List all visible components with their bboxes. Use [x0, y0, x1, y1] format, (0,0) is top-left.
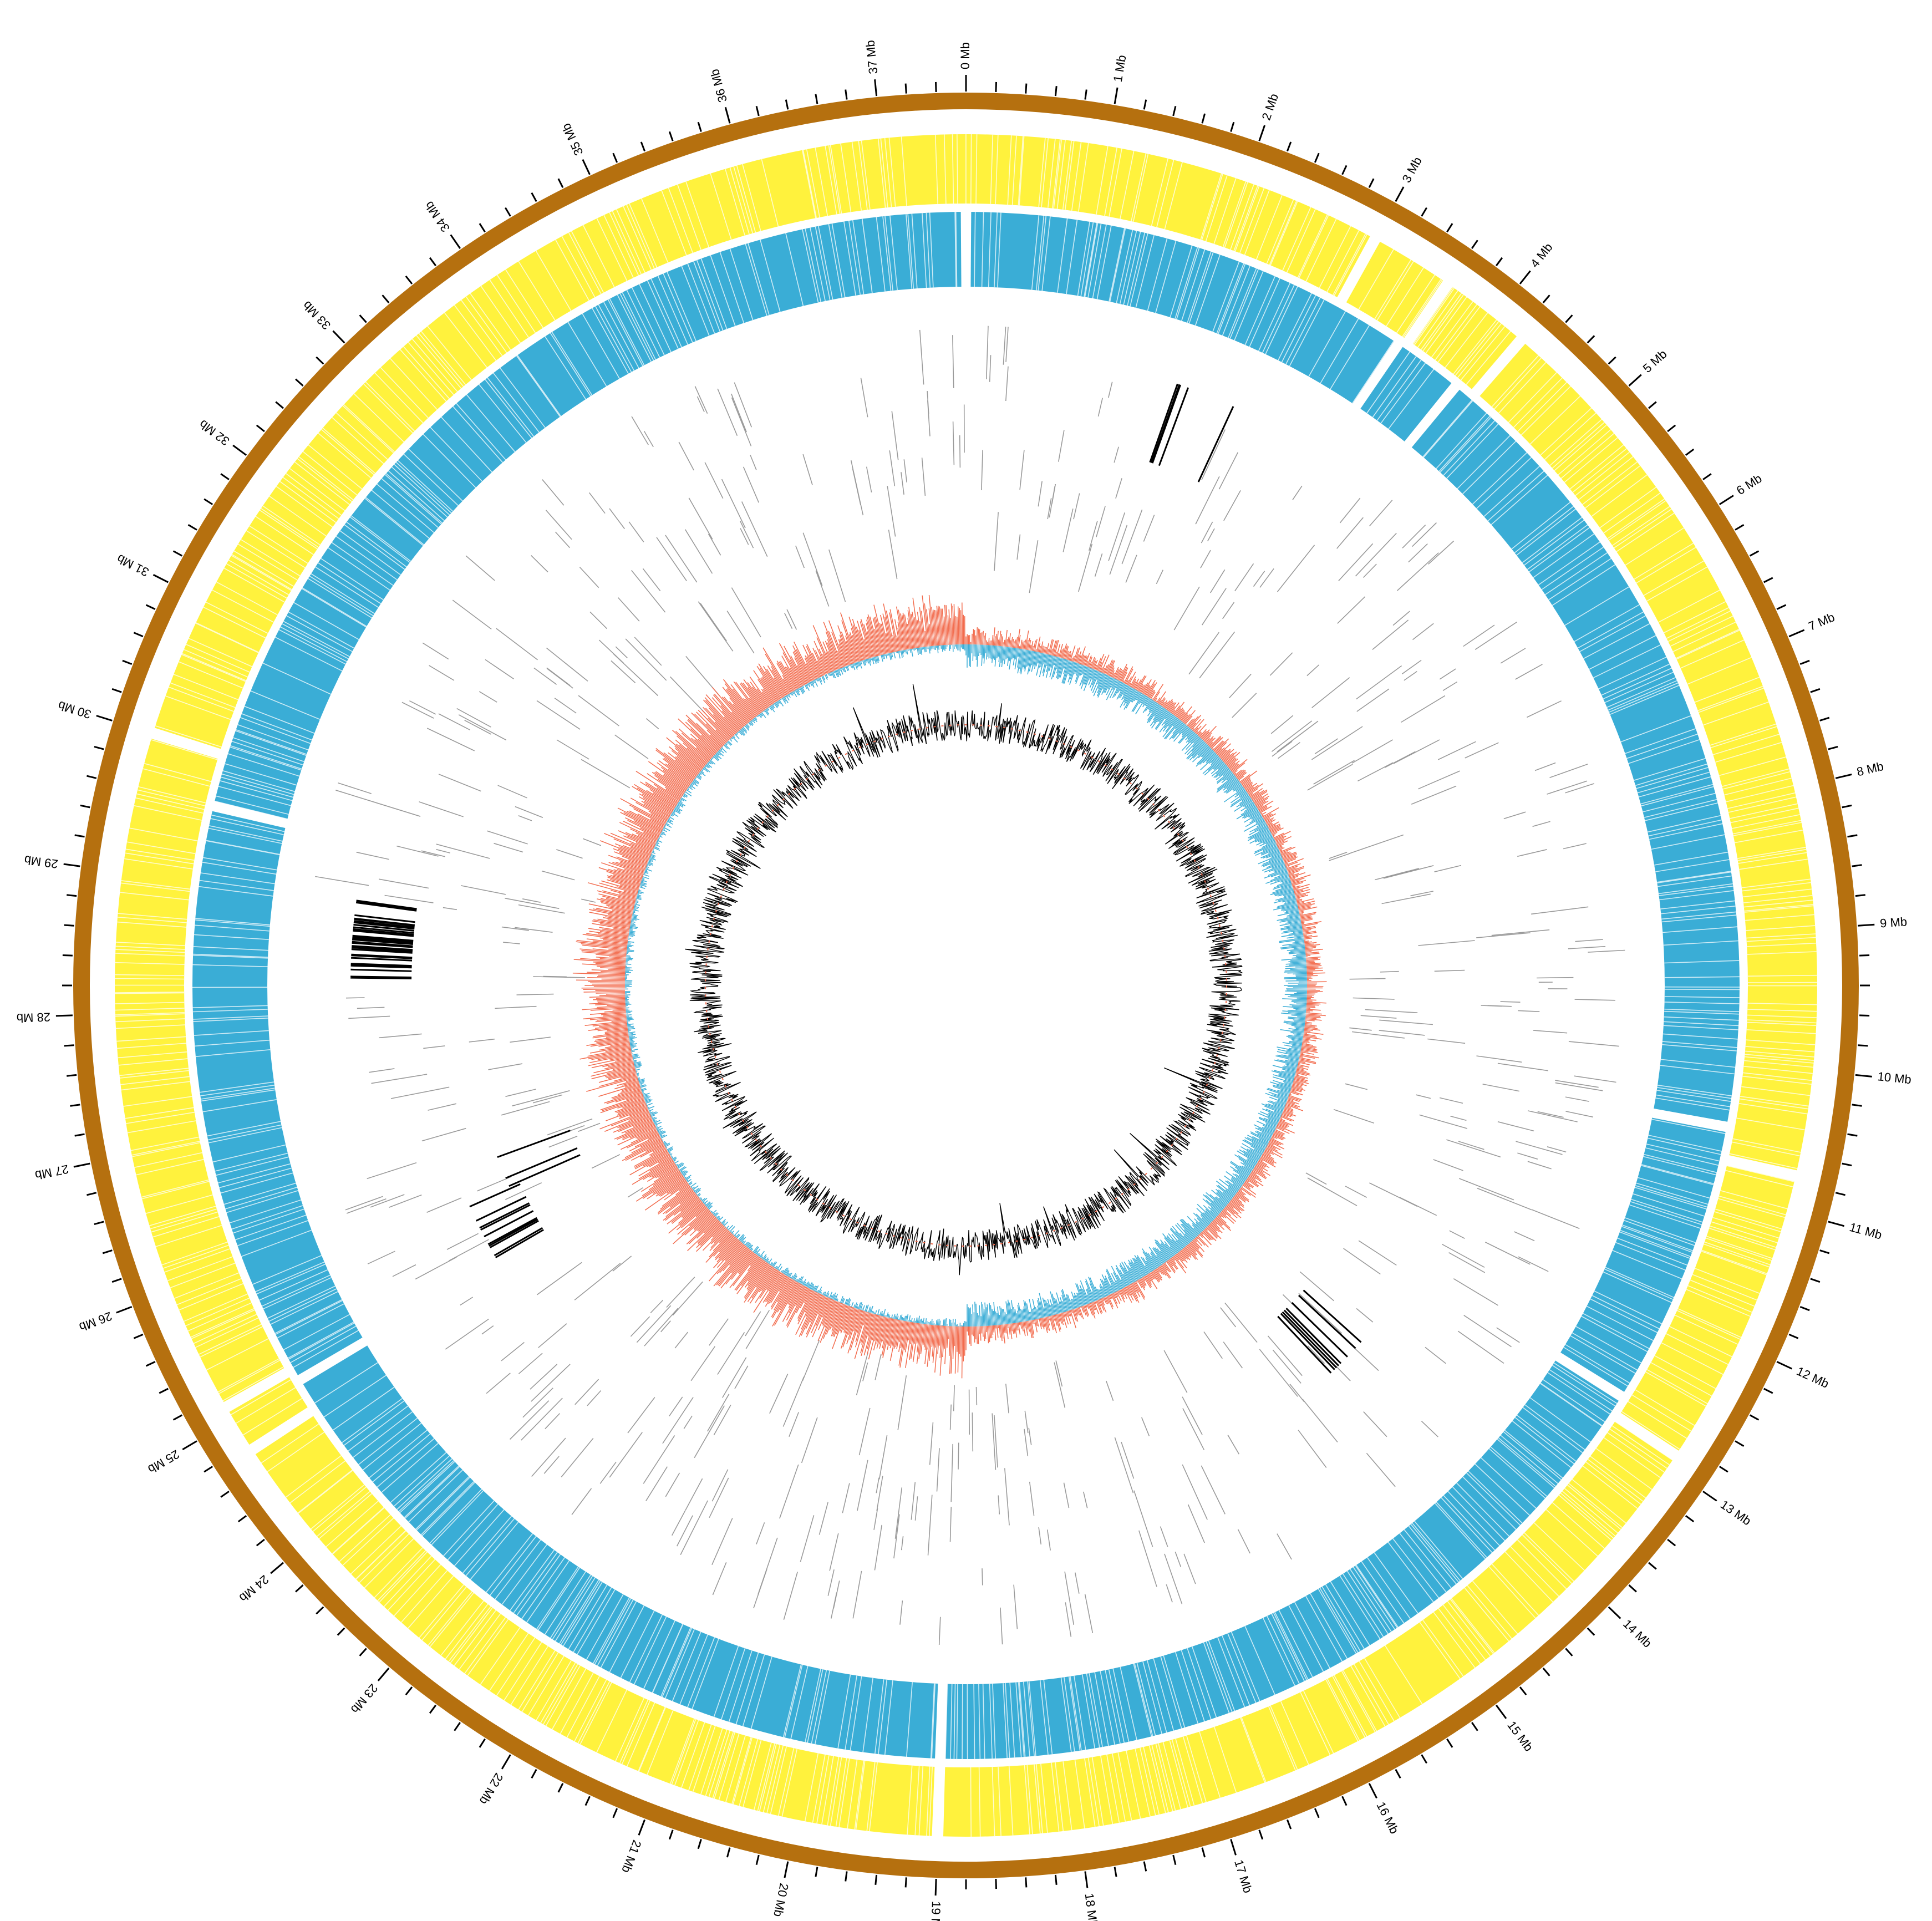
reverse-genes-gap-7	[210, 800, 290, 829]
tick-label-26-mb: 26 Mb	[77, 1309, 114, 1334]
tick-label-4-mb: 4 Mb	[1528, 240, 1555, 270]
gc-skew-positive	[572, 594, 1327, 1379]
tick-label-0-mb: 0 Mb	[958, 42, 972, 69]
reverse-strand-gene-track	[192, 210, 1740, 1761]
scale-tick-labels: 0 Mb 1 Mb 2 Mb 3 Mb 4 Mb 5 Mb 6 Mb 7 Mb 8 Mb 9 Mb…	[16, 39, 1912, 1921]
gc-skew-negative	[624, 644, 1308, 1327]
forward-genes-gap-8	[149, 727, 223, 760]
tick-label-21-mb: 21 Mb	[619, 1838, 644, 1875]
tick-label-15-mb: 15 Mb	[1504, 1719, 1536, 1754]
tick-label-3-mb: 3 Mb	[1399, 155, 1424, 185]
reverse-genes-band	[192, 212, 1740, 1759]
tick-label-5-mb: 5 Mb	[1640, 347, 1670, 375]
tick-label-32-mb: 32 Mb	[196, 417, 232, 448]
tick-label-2-mb: 2 Mb	[1259, 92, 1281, 122]
tick-label-1-mb: 1 Mb	[1111, 54, 1129, 83]
tick-label-18-mb: 18 Mb	[1082, 1892, 1100, 1921]
tick-label-34-mb: 34 Mb	[422, 199, 453, 235]
forward-genes-gap-3	[1725, 1155, 1799, 1182]
forward-genes-gap-6	[247, 1406, 316, 1456]
tick-label-14-mb: 14 Mb	[1620, 1617, 1654, 1650]
forward-genes-gap-5	[932, 1764, 945, 1839]
major-ticks	[55, 75, 1875, 1896]
tick-label-19-mb: 19 Mb	[928, 1901, 943, 1921]
tick-label-20-mb: 20 Mb	[771, 1882, 791, 1918]
forward-genes-gap-1	[1403, 278, 1454, 346]
reverse-genes-gap-4	[1553, 1351, 1626, 1402]
gc-content-mean	[705, 724, 1227, 1247]
forward-genes-gap-7	[221, 1367, 292, 1413]
forward-genes-gap-2	[1470, 334, 1527, 398]
tick-label-13-mb: 13 Mb	[1718, 1497, 1754, 1528]
forward-strand-gene-track	[115, 134, 1818, 1839]
tick-label-12-mb: 12 Mb	[1794, 1364, 1831, 1391]
forward-genes-band	[115, 134, 1817, 1837]
gc-skew-track	[572, 594, 1327, 1379]
tick-label-35-mb: 35 Mb	[559, 121, 586, 157]
tick-label-9-mb: 9 Mb	[1879, 914, 1907, 930]
tick-label-8-mb: 8 Mb	[1855, 759, 1885, 779]
tick-label-27-mb: 27 Mb	[34, 1162, 70, 1183]
reverse-genes-gap-1	[1351, 339, 1404, 411]
tick-label-7-mb: 7 Mb	[1806, 610, 1837, 633]
reverse-genes-gap-0	[960, 210, 972, 289]
tick-label-23-mb: 23 Mb	[348, 1681, 381, 1716]
tick-label-11-mb: 11 Mb	[1848, 1220, 1883, 1242]
forward-genes-gap-4	[1613, 1411, 1681, 1462]
reverse-genes-gap-6	[296, 1336, 369, 1385]
tick-label-25-mb: 25 Mb	[145, 1447, 181, 1477]
repeat-clusters	[350, 383, 1362, 1374]
gc-content-line	[685, 684, 1243, 1275]
tick-label-24-mb: 24 Mb	[237, 1572, 272, 1605]
gc-content-track	[685, 684, 1243, 1275]
tick-label-36-mb: 36 Mb	[708, 68, 730, 104]
tick-label-28-mb: 28 Mb	[16, 1010, 50, 1025]
forward-genes-gene-gaps	[115, 134, 1818, 1837]
tick-label-37-mb: 37 Mb	[863, 39, 880, 74]
reverse-genes-gene-gaps	[192, 211, 1740, 1760]
tick-label-16-mb: 16 Mb	[1374, 1800, 1401, 1836]
tick-label-31-mb: 31 Mb	[115, 552, 151, 580]
tick-label-17-mb: 17 Mb	[1232, 1858, 1255, 1895]
scale-ticks	[55, 75, 1875, 1896]
forward-genes-gap-0	[1336, 234, 1381, 304]
minor-ticks	[62, 82, 1870, 1889]
reverse-genes-gap-3	[1650, 1108, 1730, 1132]
tick-label-10-mb: 10 Mb	[1877, 1069, 1912, 1086]
repeat-feature-track	[315, 326, 1625, 1645]
tick-label-33-mb: 33 Mb	[300, 298, 333, 332]
tick-label-30-mb: 30 Mb	[57, 698, 93, 721]
tick-label-22-mb: 22 Mb	[477, 1771, 506, 1807]
tick-label-6-mb: 6 Mb	[1734, 471, 1765, 497]
tick-label-29-mb: 29 Mb	[23, 853, 59, 871]
repeat-features	[315, 326, 1625, 1645]
genome-ideogram-ring	[73, 93, 1859, 1878]
reverse-genes-gap-2	[1403, 381, 1461, 449]
reverse-genes-gap-5	[934, 1681, 948, 1761]
